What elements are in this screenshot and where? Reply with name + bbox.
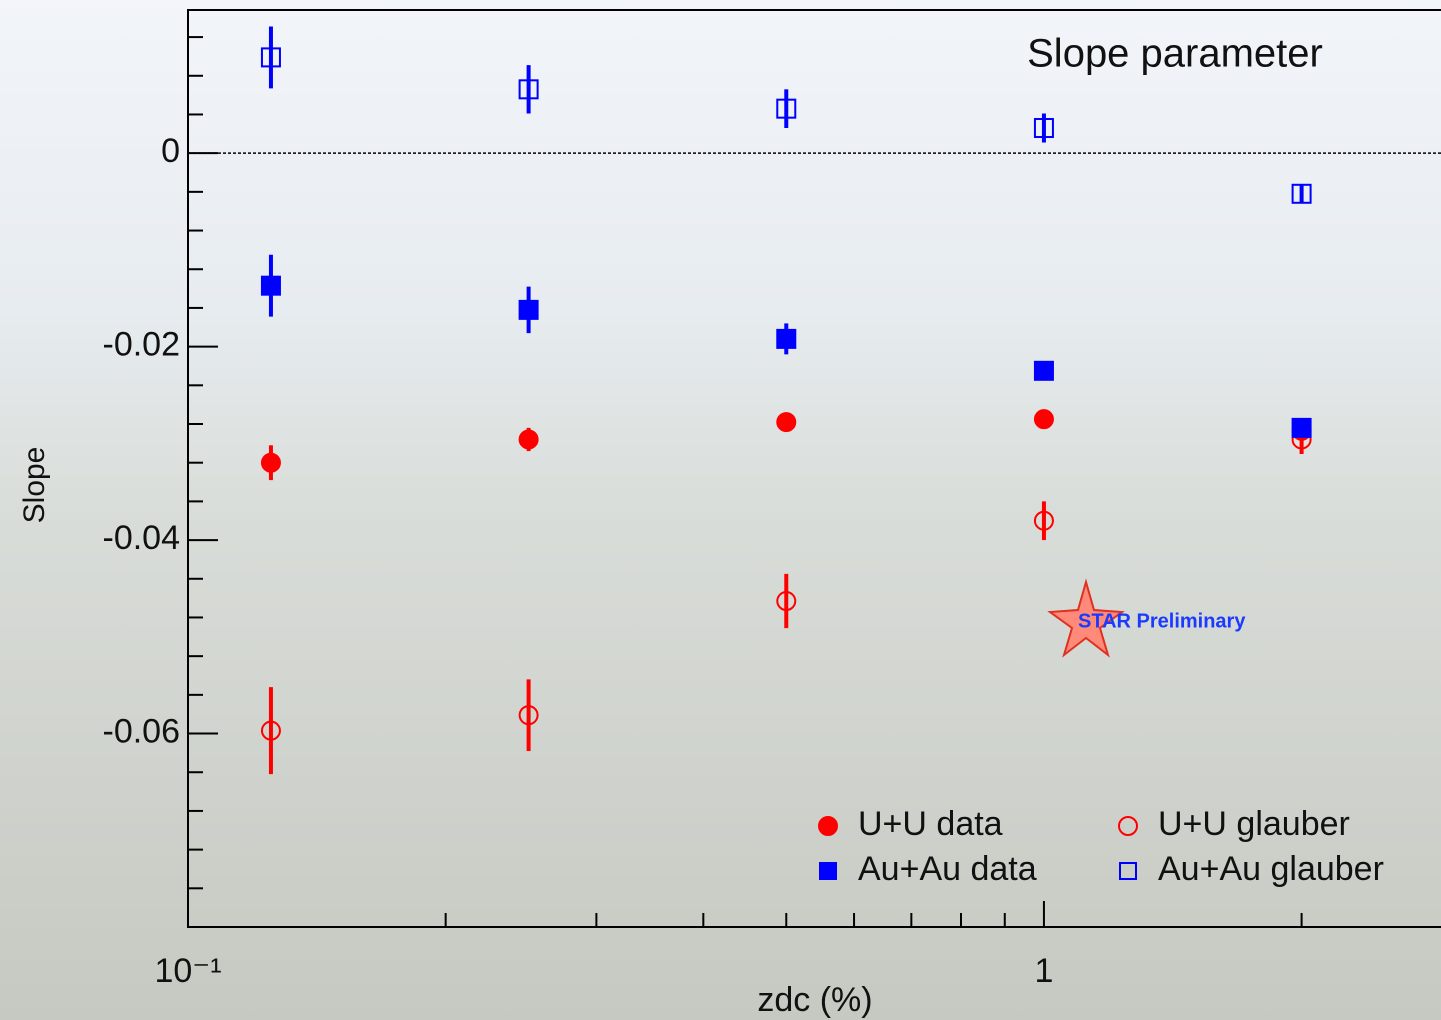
marker xyxy=(1035,410,1053,428)
y-tick-label: -0.02 xyxy=(103,326,181,364)
chart: Slope parameter STAR Preliminary zdc (%)… xyxy=(0,0,1441,1020)
marker xyxy=(1293,419,1311,437)
legend-label: Au+Au glauber xyxy=(1158,850,1384,888)
y-tick-label: -0.06 xyxy=(103,713,181,751)
y-axis-label: Slope xyxy=(18,447,51,524)
marker xyxy=(262,277,280,295)
annotation: Slope parameter xyxy=(1027,32,1323,76)
x-tick-label: 10⁻¹ xyxy=(154,952,221,990)
marker xyxy=(520,301,538,319)
marker xyxy=(777,330,795,348)
legend-label: U+U data xyxy=(858,805,1003,843)
legend-label: Au+Au data xyxy=(858,850,1037,888)
y-tick-label: -0.04 xyxy=(103,519,181,557)
marker xyxy=(1035,362,1053,380)
marker xyxy=(262,454,280,472)
legend-marker xyxy=(819,817,837,835)
legend-label: U+U glauber xyxy=(1158,805,1350,843)
marker xyxy=(777,413,795,431)
x-axis-label: zdc (%) xyxy=(757,981,872,1019)
y-tick-label: 0 xyxy=(161,132,180,170)
annotation: STAR Preliminary xyxy=(1078,610,1246,632)
page: Slope parameter STAR Preliminary zdc (%)… xyxy=(0,0,1441,1020)
x-tick-label: 1 xyxy=(1034,952,1053,990)
legend-marker xyxy=(820,863,836,879)
marker xyxy=(520,430,538,448)
